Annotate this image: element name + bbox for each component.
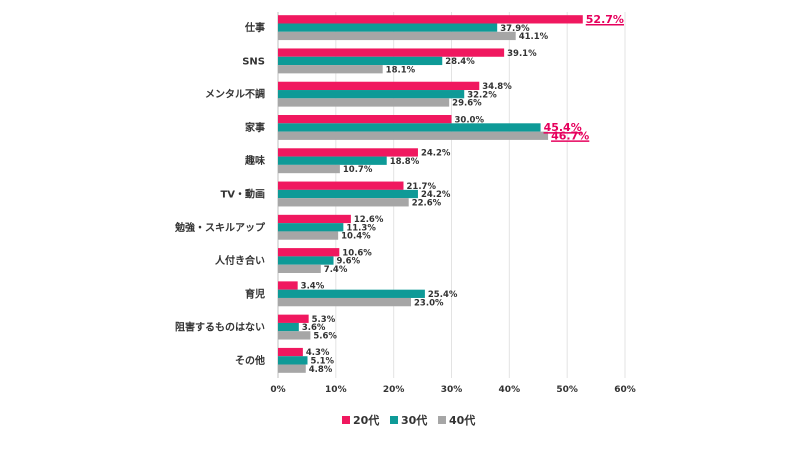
- bar: [278, 347, 303, 357]
- bar: [278, 181, 404, 190]
- value-label: 10.6%: [342, 248, 372, 258]
- legend-swatch: [438, 416, 446, 424]
- bar: [278, 56, 443, 66]
- value-label: 18.8%: [390, 157, 420, 167]
- category-label: 趣味: [244, 154, 265, 167]
- legend: 20代 30代 40代: [342, 413, 475, 427]
- bar: [278, 15, 583, 24]
- value-label: 34.8%: [482, 82, 512, 92]
- value-label: 21.7%: [406, 182, 436, 192]
- value-label: 30.0%: [455, 115, 485, 125]
- value-label-highlighted: 45.4%: [544, 121, 582, 134]
- value-label: 5.3%: [312, 315, 336, 325]
- value-label: 24.2%: [421, 149, 451, 159]
- value-label: 3.6%: [302, 323, 326, 333]
- value-label: 4.8%: [309, 365, 333, 375]
- legend-label: 30代: [401, 413, 427, 427]
- value-label: 7.4%: [324, 265, 348, 275]
- value-label: 25.4%: [428, 290, 458, 300]
- value-label: 4.3%: [306, 348, 330, 358]
- bar: [278, 281, 298, 290]
- value-label: 24.2%: [421, 190, 451, 200]
- bar: [278, 90, 465, 99]
- legend-swatch: [342, 416, 350, 424]
- category-label: その他: [235, 354, 265, 367]
- bar: [278, 223, 344, 232]
- value-label: 18.1%: [386, 65, 416, 75]
- bar: [278, 256, 334, 265]
- value-label: 41.1%: [519, 32, 549, 42]
- value-label: 12.6%: [354, 215, 384, 225]
- value-label: 9.6%: [337, 257, 361, 267]
- x-axis-ticks: 0% 10% 20% 30% 40% 50% 60%: [270, 385, 635, 395]
- bar: [278, 248, 340, 257]
- x-tick-label: 60%: [614, 385, 636, 395]
- x-tick-label: 20%: [383, 385, 405, 395]
- bar: [278, 231, 339, 240]
- bar: [278, 214, 351, 224]
- value-label-highlighted: 46.7%: [551, 129, 589, 142]
- bar: [278, 189, 418, 199]
- value-labels: 52.7% 37.9%41.1% 39.1% 28.4% 18.1% 34.8%32.2%…: [301, 13, 624, 375]
- bar: [278, 356, 308, 365]
- bar: [278, 31, 516, 41]
- category-label: 勉強・スキルアップ: [174, 221, 266, 234]
- legend-swatch: [390, 416, 398, 424]
- bar: [278, 148, 418, 157]
- category-label: 阻害するものはない: [175, 321, 265, 334]
- bar: [278, 289, 425, 298]
- legend-label: 20代: [353, 413, 379, 427]
- bar: [278, 297, 412, 307]
- value-label: 29.6%: [452, 99, 482, 109]
- value-label: 5.6%: [313, 332, 337, 342]
- x-tick-label: 0%: [270, 385, 285, 395]
- category-label: メンタル不調: [205, 88, 265, 101]
- bar: [278, 123, 541, 132]
- bar: [278, 264, 321, 273]
- value-label: 23.0%: [414, 298, 444, 308]
- bar: [278, 81, 480, 91]
- bar: [278, 198, 409, 207]
- bars: [278, 15, 583, 373]
- value-label-highlighted: 52.7%: [586, 13, 624, 26]
- bar: [278, 331, 311, 340]
- value-label: 11.3%: [346, 223, 376, 233]
- category-label: 育児: [245, 287, 265, 300]
- bar: [278, 322, 299, 332]
- bar: [278, 48, 505, 57]
- legend-label: 40代: [449, 413, 475, 427]
- category-label: 家事: [245, 121, 265, 134]
- x-tick-label: 30%: [441, 385, 463, 395]
- category-label: 人付き合い: [215, 254, 265, 267]
- bar: [278, 156, 387, 165]
- bar: [278, 314, 309, 323]
- value-label: 39.1%: [507, 49, 537, 59]
- value-label: 3.4%: [301, 282, 325, 292]
- category-label: SNS: [242, 56, 265, 67]
- value-label: 22.6%: [412, 198, 442, 208]
- value-label: 32.2%: [467, 90, 497, 100]
- value-label: 10.7%: [343, 165, 373, 175]
- category-label: TV・動画: [220, 188, 265, 201]
- bar: [278, 364, 306, 373]
- value-label: 10.4%: [341, 232, 371, 242]
- bar: [278, 98, 450, 107]
- bar: [278, 164, 340, 174]
- x-tick-label: 50%: [556, 385, 578, 395]
- value-label: 37.9%: [500, 24, 530, 34]
- bar: [278, 131, 549, 140]
- value-label: 28.4%: [445, 57, 475, 67]
- bar: [278, 23, 498, 32]
- value-label: 5.1%: [310, 357, 334, 367]
- category-label: 仕事: [244, 21, 265, 34]
- bar: [278, 65, 383, 74]
- x-tick-label: 40%: [499, 385, 521, 395]
- x-tick-label: 10%: [325, 385, 347, 395]
- bar: [278, 115, 452, 124]
